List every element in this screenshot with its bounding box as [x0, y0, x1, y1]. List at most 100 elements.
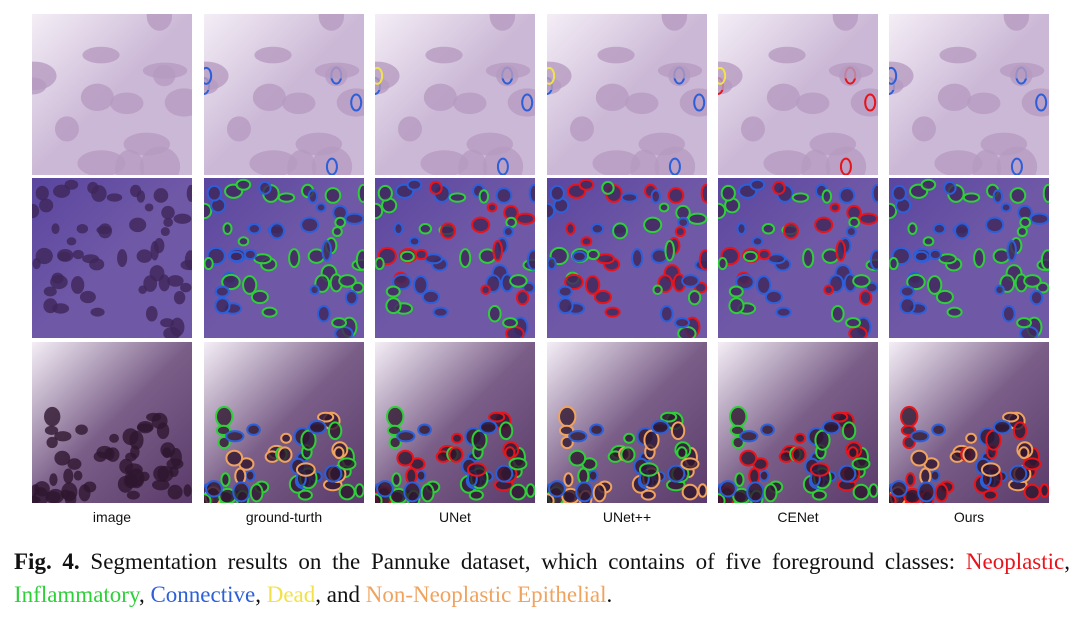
nucleus — [823, 420, 840, 434]
nucleus — [825, 146, 867, 175]
contour — [907, 222, 918, 236]
nucleus — [735, 473, 744, 486]
nucleus — [559, 425, 574, 436]
nucleus — [846, 227, 856, 237]
contour — [502, 226, 514, 238]
nucleus — [621, 447, 635, 462]
nucleus — [109, 433, 119, 443]
nucleus — [334, 447, 344, 459]
contour — [681, 274, 700, 288]
nucleus — [678, 327, 696, 338]
nucleus — [665, 241, 674, 261]
nucleus — [678, 217, 689, 227]
nucleus — [375, 258, 384, 270]
contour — [1042, 183, 1049, 203]
contour — [466, 462, 487, 477]
contour — [288, 248, 301, 269]
nucleus — [904, 488, 921, 503]
nucleus — [66, 237, 77, 246]
nucleus — [937, 83, 971, 111]
contour — [225, 449, 244, 467]
class-name: Connective — [150, 582, 256, 607]
nucleus — [1003, 14, 1030, 31]
contour — [999, 274, 1016, 293]
nucleus — [758, 249, 770, 260]
nucleus — [298, 490, 312, 500]
contour — [417, 423, 432, 436]
contour — [344, 212, 364, 225]
nucleus — [892, 185, 906, 201]
contour — [375, 66, 384, 85]
caption-label: Fig. 4. — [14, 549, 80, 574]
contour — [309, 284, 320, 296]
contour — [601, 180, 615, 195]
nucleus — [766, 83, 800, 111]
nucleus — [652, 420, 669, 434]
contour — [652, 284, 663, 296]
contour — [564, 273, 584, 291]
nucleus — [236, 179, 251, 190]
contour — [742, 250, 758, 263]
nucleus — [387, 425, 402, 436]
nucleus — [1019, 447, 1029, 459]
contour — [388, 435, 402, 450]
nucleus — [594, 290, 611, 304]
nucleus — [929, 249, 941, 260]
contour — [593, 289, 612, 305]
nucleus — [932, 424, 945, 435]
contour — [660, 411, 678, 423]
nucleus — [338, 458, 356, 470]
contour — [604, 306, 621, 318]
contour — [783, 222, 800, 240]
contour — [1016, 317, 1032, 329]
nucleus — [810, 463, 829, 476]
nucleus — [822, 190, 832, 203]
nucleus — [995, 285, 1004, 295]
contour — [224, 183, 244, 199]
nucleus — [740, 431, 758, 442]
nucleus — [467, 463, 486, 476]
contour — [548, 480, 566, 498]
nucleus — [423, 83, 457, 111]
nucleus — [853, 275, 870, 287]
contour — [749, 178, 766, 191]
separator: . — [606, 582, 613, 607]
nucleus — [682, 484, 698, 500]
nucleus — [850, 88, 878, 117]
nucleus — [82, 46, 120, 64]
nucleus — [51, 223, 60, 235]
contour — [509, 483, 527, 501]
contour — [316, 305, 331, 323]
nucleus — [156, 422, 170, 440]
nucleus — [278, 193, 295, 202]
contour — [549, 246, 569, 266]
result-image — [204, 178, 364, 338]
contour — [480, 284, 491, 296]
result-image — [32, 342, 192, 503]
nucleus — [730, 425, 745, 436]
nucleus — [765, 290, 782, 304]
nucleus — [1017, 318, 1031, 328]
contour — [822, 419, 841, 435]
contour — [775, 306, 792, 318]
nucleus — [1007, 241, 1016, 261]
contour — [375, 493, 383, 503]
nucleus — [301, 430, 316, 450]
nucleus — [106, 447, 120, 462]
nucleus — [558, 298, 573, 314]
contour — [868, 483, 878, 498]
contour — [864, 93, 877, 112]
contour — [760, 423, 775, 436]
result-image — [547, 14, 707, 175]
contour — [391, 472, 402, 487]
contour — [640, 489, 656, 501]
nucleus — [815, 430, 830, 450]
nucleus — [803, 249, 814, 268]
nucleus — [849, 327, 867, 338]
nucleus — [986, 217, 1004, 233]
nucleus — [597, 46, 635, 64]
contour — [1001, 305, 1016, 323]
nucleus — [901, 406, 918, 427]
contour — [495, 464, 514, 483]
nucleus — [481, 285, 490, 295]
